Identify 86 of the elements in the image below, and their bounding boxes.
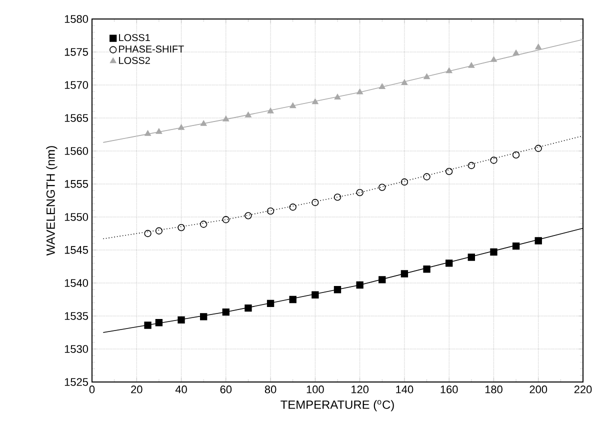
point <box>512 151 520 159</box>
point <box>356 188 364 196</box>
point <box>312 198 319 206</box>
point <box>534 144 542 152</box>
y-tick-label: 1530 <box>64 345 88 353</box>
point <box>312 291 319 298</box>
point <box>512 242 520 250</box>
y-tick-label: 1550 <box>64 213 88 221</box>
point <box>534 237 542 244</box>
point <box>334 94 341 100</box>
point <box>244 212 252 220</box>
point <box>200 120 207 126</box>
y-tick-label: 1570 <box>64 81 88 89</box>
point <box>200 220 208 228</box>
legend-label: LOSS2 <box>119 56 150 64</box>
point <box>222 308 230 316</box>
point <box>378 276 386 284</box>
x-tick-label: 140 <box>396 386 414 394</box>
point <box>155 227 163 234</box>
point <box>356 281 364 289</box>
x-axis-title: TEMPERATURE ($^{o}$C) <box>280 400 394 412</box>
x-tick-label: 80 <box>264 386 276 394</box>
point <box>178 316 185 324</box>
x-tick-label: 20 <box>131 386 142 394</box>
point <box>468 62 475 68</box>
point <box>155 319 163 326</box>
point <box>490 248 498 256</box>
x-tick-label: 60 <box>220 386 232 394</box>
y-tick-label: 1580 <box>64 15 88 23</box>
point <box>290 102 296 108</box>
x-tick-label: 0 <box>89 386 95 394</box>
y-tick-label: 1555 <box>64 180 88 188</box>
point <box>490 156 498 164</box>
point <box>378 184 386 191</box>
point <box>289 296 296 304</box>
legend-label: LOSS1 <box>119 34 150 42</box>
point <box>144 130 151 136</box>
y-tick-label: 1525 <box>64 378 88 386</box>
x-tick-label: 100 <box>306 386 324 394</box>
point <box>144 322 152 329</box>
point <box>468 162 475 170</box>
y-tick-label: 1560 <box>64 147 88 155</box>
point <box>289 204 296 211</box>
point <box>266 300 274 308</box>
point <box>446 68 452 74</box>
point <box>178 124 184 130</box>
point <box>400 270 408 278</box>
x-tick-label: 160 <box>440 386 458 394</box>
point <box>400 178 408 186</box>
point <box>401 79 408 86</box>
point <box>266 207 274 215</box>
point <box>156 128 162 134</box>
x-tick-label: 180 <box>485 386 502 394</box>
y-tick-label: 1565 <box>64 114 88 122</box>
y-tick-label: 1540 <box>64 279 88 287</box>
point <box>222 216 230 224</box>
point <box>490 56 497 62</box>
point <box>267 108 274 114</box>
point <box>312 98 318 104</box>
point <box>200 313 208 320</box>
point <box>178 224 185 232</box>
x-tick-label: 200 <box>530 386 548 394</box>
point <box>423 266 430 273</box>
point <box>423 173 430 180</box>
point <box>334 194 342 201</box>
point <box>446 168 453 176</box>
point <box>144 230 152 238</box>
point <box>222 116 230 122</box>
point <box>446 260 453 267</box>
x-tick-label: 220 <box>574 386 592 394</box>
point <box>378 83 386 89</box>
point <box>424 73 430 80</box>
point <box>512 50 520 56</box>
point <box>535 44 542 50</box>
point <box>245 112 252 118</box>
point <box>356 88 363 94</box>
y-tick-label: 1575 <box>64 48 88 56</box>
point <box>468 254 475 261</box>
y-axis-title: WAVELENGTH (nm) <box>46 146 58 256</box>
y-tick-label: 1535 <box>64 312 88 320</box>
x-tick-label: 120 <box>352 386 369 394</box>
x-tick-label: 40 <box>175 386 187 394</box>
point <box>244 304 252 312</box>
legend-label: PHASE-SHIFT <box>119 46 184 53</box>
y-tick-label: 1545 <box>64 246 88 254</box>
point <box>334 286 342 294</box>
